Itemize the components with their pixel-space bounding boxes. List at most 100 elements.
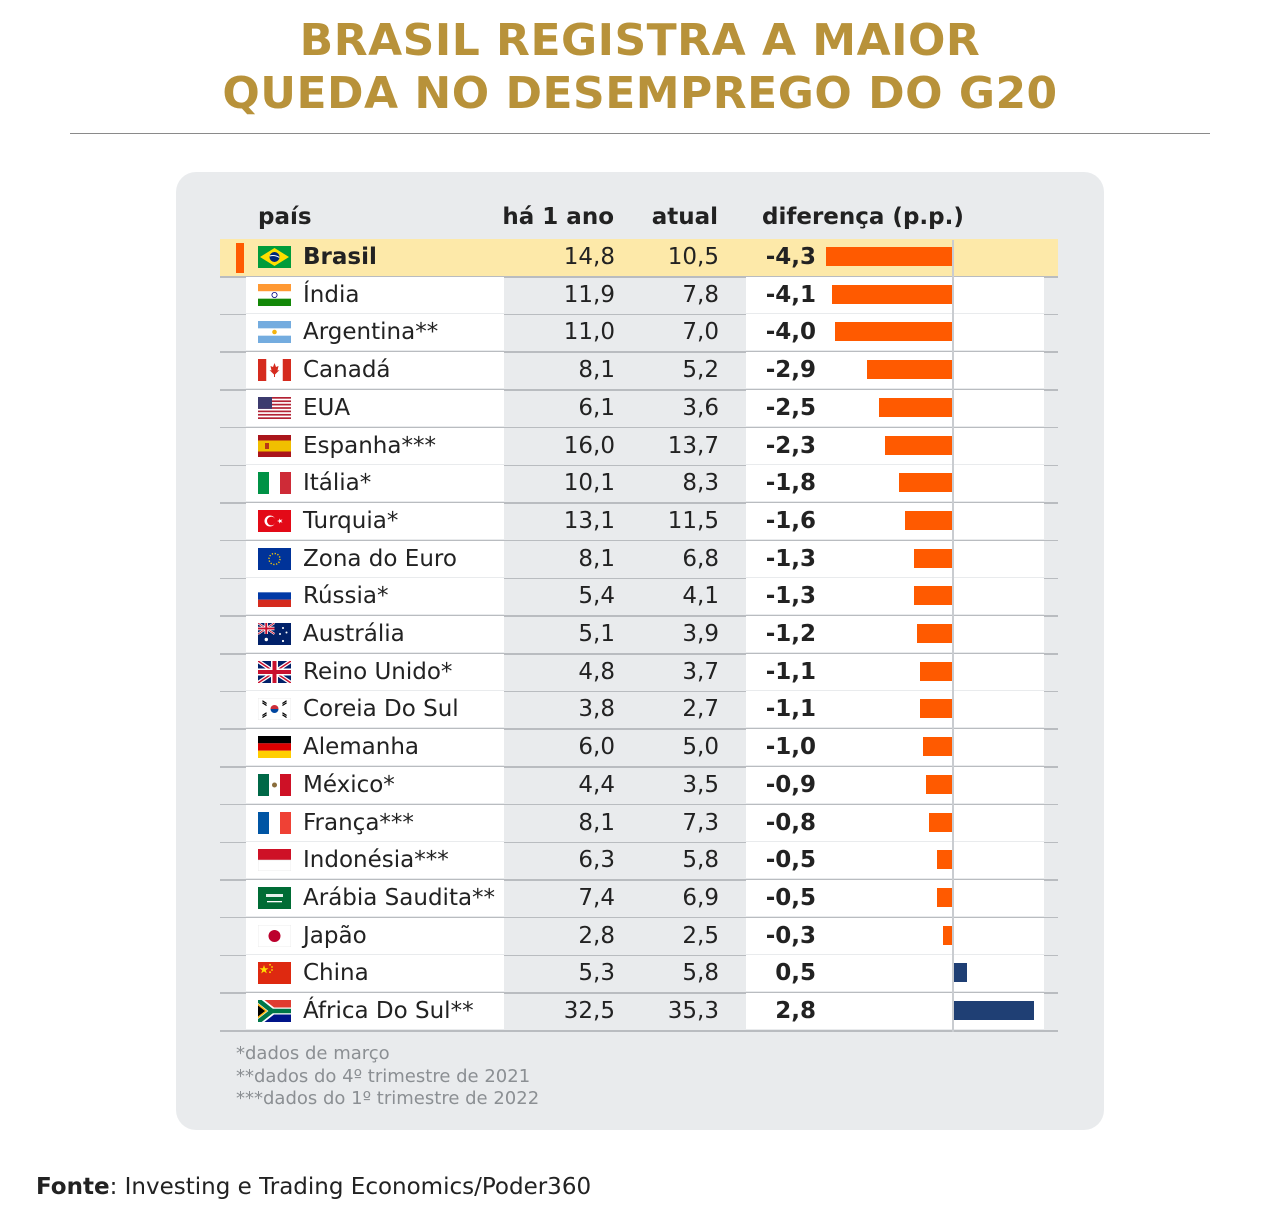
difference-value: -1,1 (765, 696, 816, 723)
current-value: 11,5 (667, 507, 719, 534)
table-row: Zona do Euro 8,1 6,8 -1,3 (220, 540, 1058, 580)
negative-bar (878, 397, 952, 417)
diff-cell-bg (746, 578, 1044, 615)
diff-cell-bg (746, 917, 1044, 954)
year-ago-value: 16,0 (563, 432, 615, 459)
row-divider (220, 351, 1058, 353)
negative-bar (905, 510, 952, 530)
difference-value: -0,5 (765, 847, 816, 874)
table-row: Indonésia*** 6,3 5,8 -0,5 (220, 842, 1058, 881)
current-value: 13,7 (667, 432, 719, 459)
year-ago-value: 5,1 (578, 621, 615, 647)
za-flag (258, 1000, 291, 1022)
table-row: Canadá 8,1 5,2 -2,9 (220, 352, 1058, 391)
row-divider (220, 653, 1058, 655)
current-value: 10,5 (667, 244, 719, 270)
year-ago-value: 3,8 (578, 696, 615, 723)
negative-bar (919, 661, 952, 681)
country-name: Brasil (303, 244, 377, 270)
negative-bar (916, 624, 952, 643)
table-row: Índia 11,9 7,8 -4,1 (220, 276, 1058, 316)
country-name: Indonésia*** (303, 847, 449, 874)
row-divider (220, 276, 1058, 278)
row-divider (220, 766, 1058, 768)
eu-flag (258, 547, 291, 570)
negative-bar (913, 548, 952, 568)
current-value: 3,7 (682, 658, 719, 685)
difference-value: -2,3 (765, 432, 816, 459)
year-ago-value: 5,4 (578, 583, 615, 610)
current-value: 6,9 (682, 884, 719, 911)
negative-bar (834, 322, 952, 342)
ca-flag (258, 359, 291, 382)
negative-bar (826, 247, 952, 266)
difference-value: -1,2 (765, 621, 816, 647)
in-flag (258, 283, 291, 306)
negative-bar (937, 887, 952, 907)
table-row: Itália* 10,1 8,3 -1,8 (220, 465, 1058, 504)
year-ago-value: 4,8 (578, 658, 615, 685)
it-flag (258, 472, 291, 495)
difference-value: 2,8 (775, 998, 816, 1024)
row-divider (220, 313, 1058, 316)
current-value: 5,8 (682, 847, 719, 874)
current-value: 5,8 (682, 960, 719, 987)
country-name: Arábia Saudita** (303, 884, 496, 911)
year-ago-value: 2,8 (578, 922, 615, 949)
difference-value: 0,5 (775, 960, 816, 987)
year-ago-value: 6,0 (578, 734, 615, 761)
ru-flag (258, 585, 291, 608)
negative-bar (925, 774, 952, 794)
table-row: França*** 8,1 7,3 -0,8 (220, 804, 1058, 843)
year-ago-value: 32,5 (563, 998, 615, 1024)
difference-value: -1,6 (765, 507, 816, 534)
row-divider (220, 426, 1058, 429)
source-text: : Investing e Trading Economics/Poder360 (109, 1174, 592, 1200)
footnote-1: *dados de março (236, 1043, 390, 1064)
footnote-2: **dados do 4º trimestre de 2021 (236, 1066, 531, 1087)
title-line-1: BRASIL REGISTRA A MAIOR (299, 15, 981, 66)
row-divider (220, 841, 1058, 843)
header-difference: diferença (p.p.) (762, 204, 964, 230)
country-name: Índia (303, 281, 360, 308)
row-divider (220, 464, 1058, 466)
title-divider (70, 133, 1210, 134)
footnote-3: ***dados do 1º trimestre de 2022 (236, 1088, 540, 1109)
mx-flag (258, 773, 291, 796)
current-value: 7,0 (682, 319, 719, 346)
difference-value: -1,3 (765, 583, 816, 610)
year-ago-value: 8,1 (578, 809, 615, 836)
year-ago-value: 10,1 (563, 470, 615, 497)
year-ago-value: 11,9 (563, 281, 615, 308)
highlight-marker (236, 243, 244, 273)
current-value: 8,3 (682, 470, 719, 497)
negative-bar (922, 737, 952, 757)
row-divider (220, 954, 1058, 957)
country-name: Espanha*** (303, 432, 436, 459)
diff-cell-bg (746, 879, 1044, 916)
negative-bar (913, 586, 952, 606)
current-value: 4,1 (682, 583, 719, 610)
country-name: Alemanha (303, 734, 420, 761)
year-ago-value: 8,1 (578, 357, 615, 384)
fr-flag (258, 811, 291, 834)
table-row: China 5,3 5,8 0,5 (220, 955, 1058, 994)
cn-flag (258, 962, 291, 985)
sa-flag (258, 886, 291, 909)
difference-value: -2,5 (765, 394, 816, 421)
country-name: Coreia Do Sul (303, 696, 459, 723)
country-name: Austrália (303, 621, 405, 647)
year-ago-value: 14,8 (563, 244, 615, 270)
table-row: EUA 6,1 3,6 -2,5 (220, 389, 1058, 429)
current-value: 6,8 (682, 545, 719, 572)
country-name: Zona do Euro (303, 545, 457, 572)
difference-value: -0,8 (765, 809, 816, 836)
year-ago-value: 5,3 (578, 960, 615, 987)
year-ago-value: 7,4 (578, 884, 615, 911)
negative-bar (937, 850, 952, 870)
es-flag (258, 434, 291, 457)
kr-flag (258, 698, 291, 721)
difference-value: -0,3 (765, 922, 816, 949)
tr-flag (258, 509, 291, 532)
diff-cell-bg (746, 653, 1044, 690)
